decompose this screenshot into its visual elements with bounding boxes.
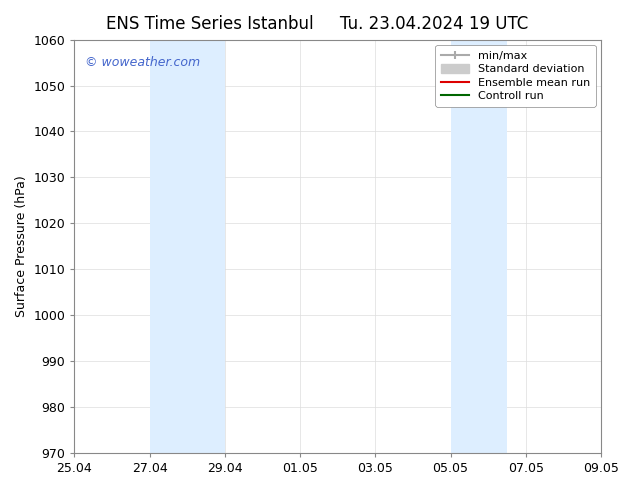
Bar: [451, 40, 507, 453]
Bar: [150, 40, 225, 453]
Legend: min/max, Standard deviation, Ensemble mean run, Controll run: min/max, Standard deviation, Ensemble me…: [436, 45, 595, 107]
Text: ENS Time Series Istanbul     Tu. 23.04.2024 19 UTC: ENS Time Series Istanbul Tu. 23.04.2024 …: [106, 15, 528, 33]
Text: © woweather.com: © woweather.com: [85, 56, 200, 69]
Y-axis label: Surface Pressure (hPa): Surface Pressure (hPa): [15, 175, 28, 317]
